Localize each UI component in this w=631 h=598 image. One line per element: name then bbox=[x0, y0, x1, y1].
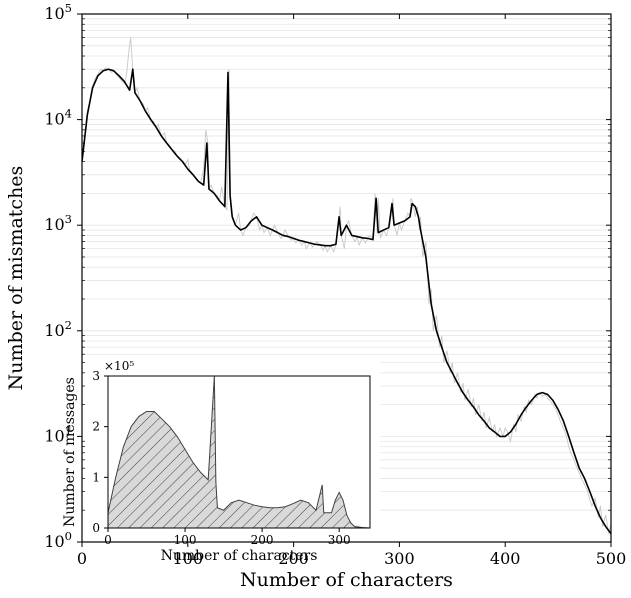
svg-text:0: 0 bbox=[92, 521, 100, 535]
svg-text:100: 100 bbox=[174, 533, 197, 547]
svg-text:100: 100 bbox=[173, 549, 204, 568]
mismatch-chart: 0 100 200 300 0 1 2 3 ×10⁵ Number of characters Nu… bbox=[0, 0, 631, 598]
svg-text:3: 3 bbox=[92, 369, 100, 383]
svg-text:200: 200 bbox=[278, 549, 309, 568]
svg-text:300: 300 bbox=[384, 549, 415, 568]
y-axis-label: Number of mismatches bbox=[5, 166, 27, 391]
svg-text:500: 500 bbox=[596, 549, 627, 568]
svg-text:102: 102 bbox=[44, 318, 72, 340]
inset-ylabel: Number of messages bbox=[62, 377, 78, 527]
svg-text:0: 0 bbox=[104, 533, 112, 547]
svg-text:104: 104 bbox=[44, 107, 72, 129]
svg-text:1: 1 bbox=[92, 470, 100, 484]
svg-text:300: 300 bbox=[328, 533, 351, 547]
inset-multiplier: ×10⁵ bbox=[104, 359, 134, 373]
svg-text:103: 103 bbox=[44, 212, 72, 234]
svg-text:400: 400 bbox=[490, 549, 521, 568]
svg-text:200: 200 bbox=[251, 533, 274, 547]
svg-text:105: 105 bbox=[44, 1, 72, 23]
svg-text:0: 0 bbox=[77, 549, 87, 568]
svg-text:2: 2 bbox=[92, 420, 100, 434]
x-axis-label: Number of characters bbox=[240, 569, 453, 591]
inset-chart: 01002003000123×10⁵Number of charactersNu… bbox=[56, 358, 380, 564]
